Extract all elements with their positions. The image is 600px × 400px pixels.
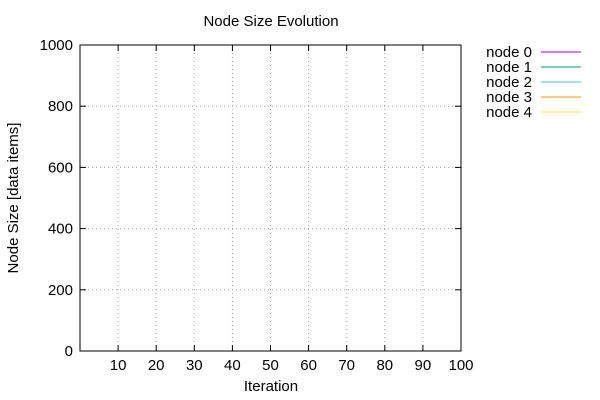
x-tick-label: 90 [415, 357, 432, 374]
x-axis-label: Iteration [244, 378, 298, 395]
y-axis-label: Node Size [data items] [5, 123, 22, 274]
x-tick-label: 100 [448, 357, 473, 374]
legend-label: node 3 [486, 89, 532, 106]
legend-item: node 4 [486, 104, 581, 121]
legend-item: node 3 [486, 89, 581, 106]
x-tick-label: 40 [224, 357, 241, 374]
legend-label: node 4 [486, 104, 532, 121]
legend-item: node 0 [486, 44, 581, 61]
x-tick-label: 20 [148, 357, 165, 374]
x-tick-label: 30 [186, 357, 203, 374]
x-tick-label: 10 [110, 357, 127, 374]
legend-item: node 2 [486, 74, 581, 91]
y-tick-label: 1000 [40, 37, 73, 54]
x-tick-label: 80 [376, 357, 393, 374]
y-tick-label: 600 [48, 159, 73, 176]
y-tick-label: 200 [48, 282, 73, 299]
y-tick-label: 800 [48, 98, 73, 115]
y-tick-label: 0 [65, 343, 73, 360]
y-tick-label: 400 [48, 221, 73, 238]
legend-item: node 1 [486, 59, 581, 76]
x-tick-label: 60 [300, 357, 317, 374]
x-tick-label: 50 [262, 357, 279, 374]
grid [80, 45, 462, 351]
legend-label: node 1 [486, 59, 532, 76]
legend-label: node 2 [486, 74, 532, 91]
legend-label: node 0 [486, 44, 532, 61]
chart-title: Node Size Evolution [203, 13, 338, 30]
x-tick-label: 70 [338, 357, 355, 374]
